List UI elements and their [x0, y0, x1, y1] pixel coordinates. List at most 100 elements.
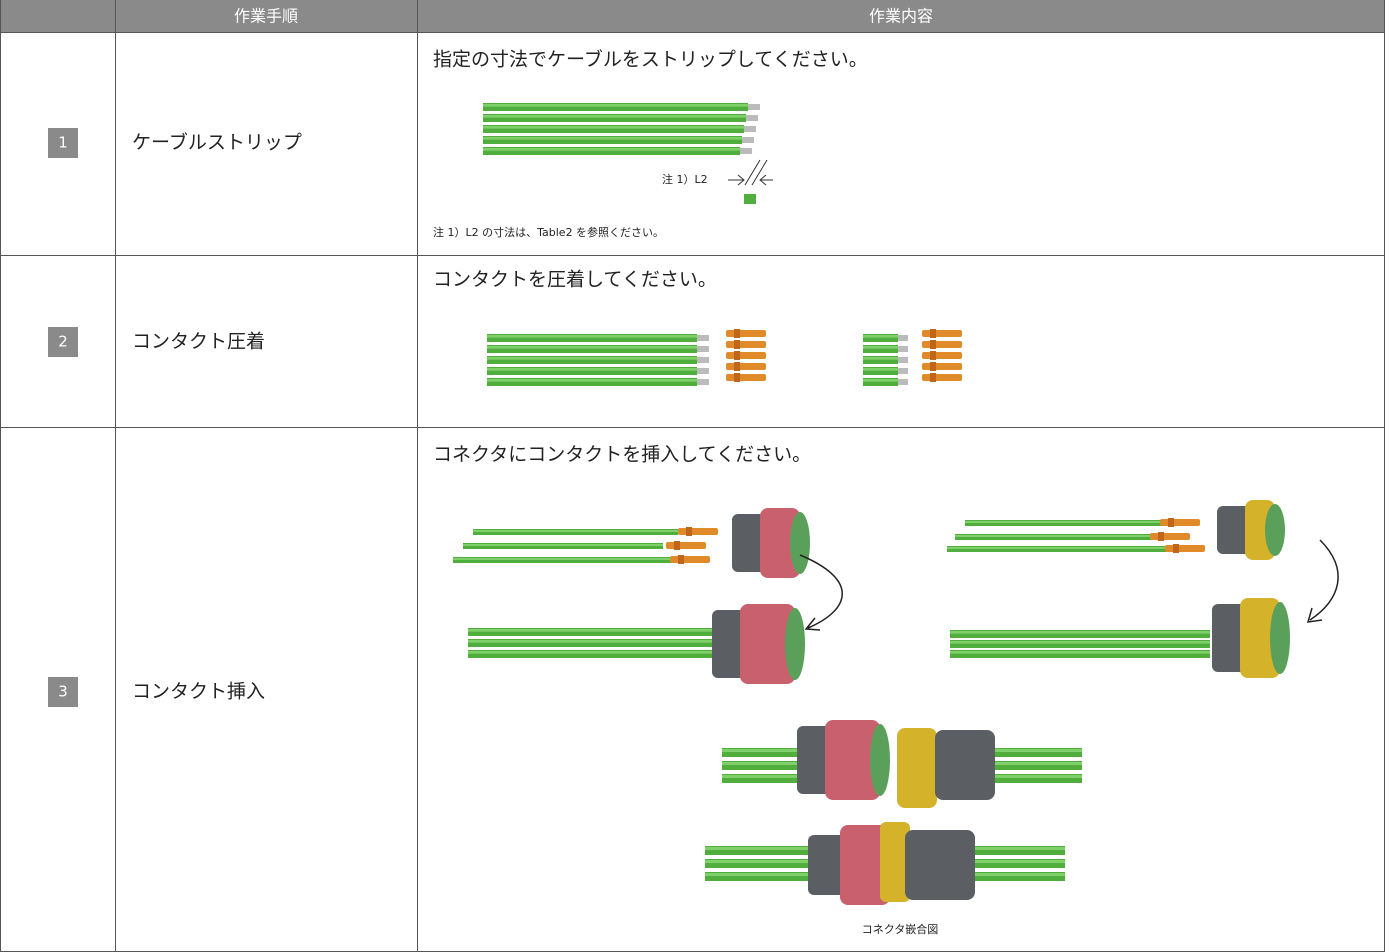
contact-band	[1168, 518, 1174, 527]
cable	[487, 356, 697, 364]
cable-shine	[990, 749, 1082, 752]
cable-tip	[748, 104, 760, 110]
contact	[922, 352, 962, 359]
cable	[863, 378, 898, 386]
contact-band	[686, 527, 692, 536]
cable-shine	[965, 847, 1065, 850]
cable	[722, 761, 832, 770]
contact-band	[674, 541, 680, 550]
contact	[1150, 533, 1190, 540]
step-name: コンタクト挿入	[132, 681, 265, 703]
contact	[726, 330, 766, 337]
cable-shine	[863, 346, 898, 349]
contact-band	[930, 340, 936, 349]
figure-caption: コネクタ嵌合図	[862, 922, 939, 936]
cable	[487, 367, 697, 375]
cable-shine	[705, 847, 845, 850]
cable	[965, 872, 1065, 881]
header-cell: 作業内容	[869, 7, 933, 26]
cable	[863, 367, 898, 375]
connector-body	[760, 508, 800, 578]
connector-back	[1212, 604, 1246, 672]
step-badge	[48, 327, 78, 357]
contact-band	[678, 555, 684, 564]
cable-shine	[468, 629, 718, 632]
cable-shine	[950, 651, 1210, 654]
coupling	[840, 825, 890, 905]
cable-tip	[697, 379, 709, 385]
contact-band	[1158, 532, 1164, 541]
cable-shine	[453, 558, 673, 560]
connector-back	[1217, 506, 1251, 554]
cable-shine	[950, 631, 1210, 634]
cable-tip	[697, 357, 709, 363]
contact	[726, 352, 766, 359]
cable-shine	[950, 641, 1210, 644]
cable-tip	[898, 368, 908, 374]
cable-shine	[722, 775, 832, 778]
cable	[965, 846, 1065, 855]
cable-shine	[483, 104, 748, 107]
cable-shine	[863, 335, 898, 338]
connector-face	[785, 608, 805, 680]
header-cell: 作業手順	[234, 7, 298, 26]
cable-piece	[744, 194, 756, 204]
cable	[965, 859, 1065, 868]
contact	[726, 363, 766, 370]
cable-shine	[487, 335, 697, 338]
contact	[922, 374, 962, 381]
cable	[483, 125, 744, 133]
contact-band	[734, 373, 740, 382]
contact-band	[930, 351, 936, 360]
arrow	[1306, 539, 1339, 623]
cable	[487, 345, 697, 353]
cable-shine	[965, 873, 1065, 876]
instruction: コンタクトを圧着してください。	[433, 269, 717, 291]
shell	[808, 835, 848, 895]
cable-tip	[744, 126, 756, 132]
cable-shine	[722, 749, 832, 752]
contact	[922, 330, 962, 337]
cable-shine	[468, 640, 718, 643]
cable	[487, 378, 697, 386]
arrow	[728, 174, 773, 186]
cable-tip	[742, 137, 754, 143]
cable-tip	[746, 115, 758, 121]
contact-band	[734, 362, 740, 371]
cable	[990, 748, 1082, 757]
cable	[468, 639, 718, 647]
cable-shine	[990, 762, 1082, 765]
cable-shine	[965, 860, 1065, 863]
cable	[950, 640, 1210, 648]
cable-tip	[898, 379, 908, 385]
contact-band	[930, 362, 936, 371]
arrow	[799, 554, 843, 631]
contact-band	[930, 329, 936, 338]
connector-face	[1265, 504, 1285, 556]
step-badge	[48, 128, 78, 158]
cable-shine	[863, 368, 898, 371]
connector-face	[790, 512, 810, 574]
cable-shine	[990, 775, 1082, 778]
cable	[722, 774, 832, 783]
cable	[722, 748, 832, 757]
dim-line	[744, 159, 761, 186]
connector-back	[712, 610, 746, 678]
contact-band	[734, 329, 740, 338]
connector-body	[740, 604, 795, 684]
cable-tip	[697, 368, 709, 374]
cable-shine	[722, 762, 832, 765]
contact-band	[1173, 544, 1179, 553]
cable-tip	[898, 346, 908, 352]
footnote: 注 1）L2 の寸法は、Table2 を参照ください。	[433, 225, 664, 239]
cable	[863, 334, 898, 342]
connector-back	[732, 514, 766, 572]
cable	[950, 630, 1210, 638]
connector-face	[1270, 602, 1290, 674]
cable-tip	[740, 148, 752, 154]
cable-shine	[473, 530, 678, 532]
cable-shine	[487, 357, 697, 360]
contact	[726, 341, 766, 348]
